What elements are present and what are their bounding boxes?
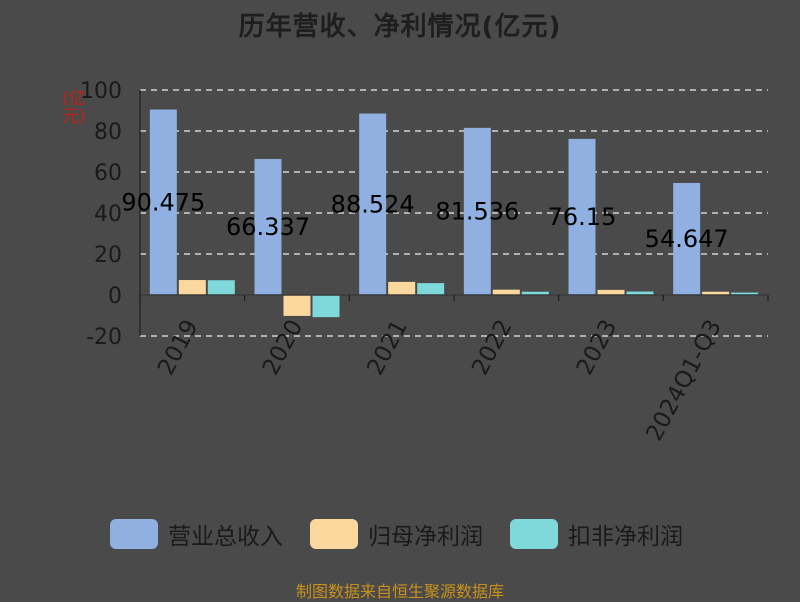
y-tick-label: 0 bbox=[108, 284, 122, 309]
x-tick-label: 2022 bbox=[467, 316, 517, 380]
x-tick-label: 2021 bbox=[363, 316, 413, 380]
legend-label-parent-net-profit: 归母净利润 bbox=[368, 524, 483, 550]
bar-revenue bbox=[149, 109, 177, 296]
x-tick-label: 2020 bbox=[258, 316, 308, 380]
bar-revenue bbox=[673, 182, 701, 295]
data-label: 90.475 bbox=[121, 188, 205, 216]
bar-revenue bbox=[359, 113, 387, 295]
data-label: 66.337 bbox=[226, 213, 310, 241]
y-tick-label: 100 bbox=[80, 79, 122, 104]
bar-deducted-net-profit bbox=[626, 291, 654, 295]
grid-layer bbox=[140, 89, 768, 337]
y-tick-label: 60 bbox=[94, 161, 122, 186]
y-tick-label: -20 bbox=[86, 325, 122, 350]
bar-parent-net-profit bbox=[597, 289, 625, 295]
bar-revenue bbox=[568, 138, 596, 295]
bar-deducted-net-profit bbox=[417, 283, 445, 295]
bar-deducted-net-profit bbox=[207, 280, 235, 295]
data-label: 88.524 bbox=[331, 190, 415, 218]
legend-label-revenue: 营业总收入 bbox=[168, 524, 283, 550]
axis-layer: -20 0 20 40 60 80 100 2019 2020 2021 2022 2023 2024Q… bbox=[80, 79, 769, 446]
x-tick-label: 2023 bbox=[572, 316, 622, 380]
y-tick-label: 40 bbox=[94, 202, 122, 227]
bar-parent-net-profit bbox=[283, 295, 311, 316]
bar-deducted-net-profit bbox=[521, 291, 549, 295]
data-label: 54.647 bbox=[645, 225, 729, 253]
label-layer: 90.475 66.337 88.524 81.536 76.15 54.647 bbox=[121, 188, 728, 253]
bar-deducted-net-profit bbox=[312, 295, 340, 318]
chart-title: 历年营收、净利情况(亿元) bbox=[238, 12, 562, 42]
data-label: 76.15 bbox=[548, 203, 617, 231]
y-axis-unit: (亿元) bbox=[62, 89, 86, 127]
data-source-footer: 制图数据来自恒生聚源数据库 bbox=[295, 582, 504, 601]
bar-parent-net-profit bbox=[178, 280, 206, 295]
data-label: 81.536 bbox=[435, 197, 519, 225]
y-tick-label: 20 bbox=[94, 243, 122, 268]
legend-item-parent-net-profit[interactable]: 归母净利润 bbox=[310, 514, 483, 554]
bar-parent-net-profit bbox=[702, 291, 730, 295]
legend: 营业总收入 归母净利润 扣非净利润 bbox=[0, 514, 800, 554]
legend-swatch-parent-net-profit bbox=[310, 519, 358, 549]
bar-layer bbox=[149, 109, 759, 318]
legend-swatch-revenue bbox=[110, 519, 158, 549]
legend-label-deducted-net-profit: 扣非净利润 bbox=[568, 524, 683, 550]
y-tick-label: 80 bbox=[94, 120, 122, 145]
legend-swatch-deducted-net-profit bbox=[510, 519, 558, 549]
bar-parent-net-profit bbox=[388, 281, 416, 295]
bar-parent-net-profit bbox=[492, 289, 520, 295]
bar-revenue bbox=[463, 127, 491, 295]
x-tick-label: 2024Q1-Q3 bbox=[641, 316, 726, 446]
bar-revenue bbox=[254, 159, 282, 295]
x-tick-label: 2019 bbox=[153, 316, 203, 380]
legend-item-deducted-net-profit[interactable]: 扣非净利润 bbox=[510, 514, 683, 554]
legend-item-revenue[interactable]: 营业总收入 bbox=[110, 514, 283, 554]
bar-deducted-net-profit bbox=[731, 292, 759, 295]
